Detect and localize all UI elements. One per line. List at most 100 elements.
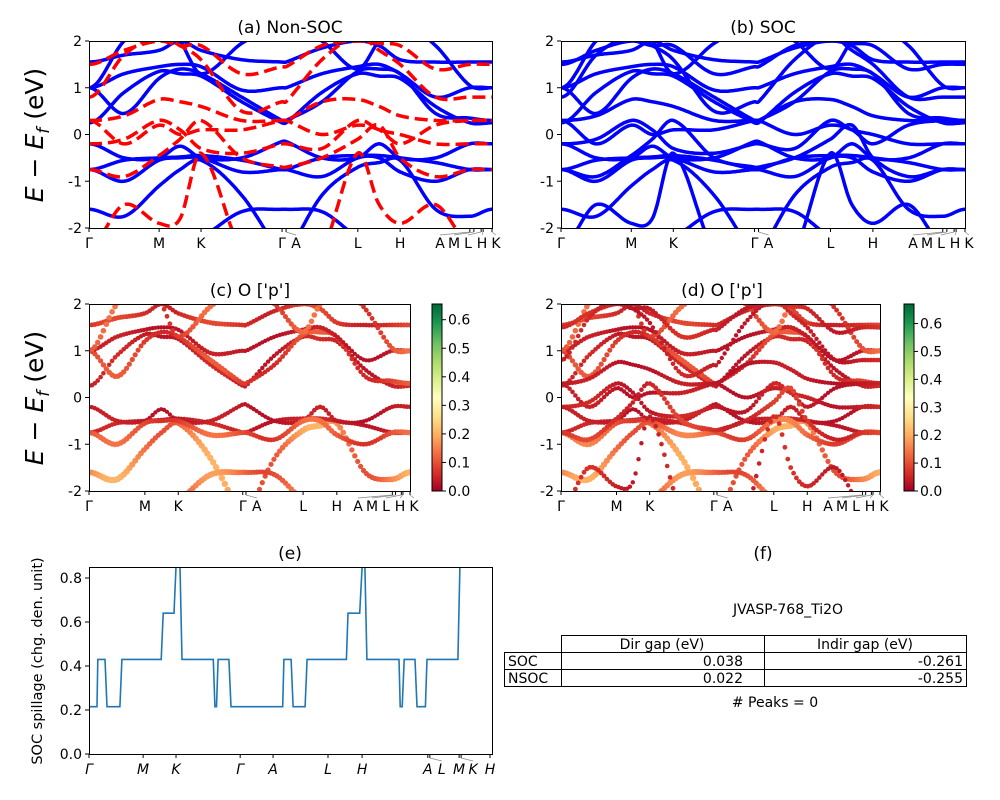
band-point: [765, 427, 770, 432]
band-point: [877, 430, 880, 436]
band-point: [627, 387, 633, 393]
band-point: [699, 493, 705, 499]
band-point: [823, 393, 828, 398]
band-point: [274, 452, 280, 458]
band-point: [831, 365, 836, 371]
band-point: [843, 477, 848, 483]
y-tick-label: 0: [73, 391, 82, 407]
band-point: [647, 414, 653, 419]
band-point: [730, 480, 736, 486]
x-tick-label: L: [354, 236, 362, 252]
x-tick-label: A: [353, 499, 363, 515]
band-point: [762, 388, 768, 394]
y-tick-label: 2: [73, 297, 82, 313]
band-point: [820, 395, 825, 400]
band-point: [584, 304, 590, 310]
x-tick-label: L: [464, 236, 472, 252]
band-point: [826, 298, 831, 303]
x-tick-leader: [926, 231, 947, 236]
band-point: [263, 362, 268, 367]
x-tick-label: A: [267, 762, 278, 778]
band-point: [406, 469, 410, 476]
band-point: [665, 341, 670, 346]
band-point: [573, 393, 578, 398]
band-point: [817, 316, 822, 322]
band-point: [739, 324, 745, 330]
band-point: [877, 381, 880, 386]
band-point: [280, 310, 286, 316]
band-point: [308, 318, 315, 325]
band-point: [611, 298, 615, 302]
band-point: [692, 480, 700, 487]
band-point: [776, 324, 782, 330]
band-point: [572, 327, 579, 334]
x-tick-label: H: [332, 499, 343, 515]
band-point: [578, 362, 584, 368]
band-point: [221, 480, 228, 487]
band-point: [736, 359, 742, 364]
band-point: [150, 412, 155, 418]
band-line: [561, 118, 965, 146]
x-tick-label: Γ: [710, 499, 718, 515]
band-point: [341, 340, 346, 345]
band-point: [337, 424, 344, 431]
band-line: [561, 118, 965, 156]
band-point: [112, 304, 118, 310]
band-point: [753, 473, 759, 479]
band-point: [630, 480, 635, 485]
band-point: [381, 334, 387, 340]
band-point: [817, 475, 822, 480]
band-point: [744, 452, 751, 458]
band-point: [731, 337, 736, 342]
band-point: [639, 400, 644, 406]
band-point: [190, 338, 196, 344]
colorbar-tick-label: 0.1: [448, 455, 470, 471]
band-point: [265, 359, 271, 364]
band-point: [578, 474, 584, 480]
band-line: [576, 150, 931, 228]
band-point: [126, 361, 132, 367]
table-caption: JVASP-768_Ti2O: [732, 602, 843, 618]
band-point: [283, 314, 288, 320]
colorbar-tick-label: 0.6: [448, 313, 470, 329]
band-point: [294, 492, 300, 498]
band-point: [825, 390, 831, 395]
gap-table: [504, 635, 967, 687]
x-tick-label: H: [485, 762, 496, 778]
band-point: [811, 311, 816, 316]
band-point: [277, 357, 283, 363]
band-point: [346, 351, 352, 357]
band-point: [728, 371, 733, 376]
x-tick-label: A: [435, 236, 445, 252]
band-point: [877, 357, 880, 363]
band-point: [656, 432, 661, 437]
band-point: [814, 336, 819, 341]
band-point: [100, 362, 107, 368]
colorbar-tick-label: 0.4: [920, 372, 942, 388]
band-point: [598, 361, 604, 367]
band-point: [736, 328, 742, 334]
band-point: [633, 325, 638, 330]
band-point: [570, 389, 575, 395]
band-point: [636, 457, 641, 462]
ylabel-sub: f: [34, 388, 54, 397]
y-tick-label: 0.2: [60, 703, 82, 719]
band-point: [831, 304, 837, 310]
colorbar-tick-label: 0.6: [920, 317, 942, 333]
band-point: [822, 322, 828, 328]
panel-a-plot-area: [89, 41, 492, 228]
band-point: [825, 365, 831, 371]
y-tick-label: -1: [540, 437, 554, 453]
y-tick-label: 1: [545, 81, 554, 97]
band-point: [851, 334, 857, 340]
band-point: [406, 348, 410, 354]
y-tick-label: 2: [545, 297, 554, 313]
band-point: [768, 419, 773, 424]
band-point: [773, 414, 779, 420]
band-point: [756, 461, 762, 466]
band-point: [877, 404, 880, 410]
band-point: [773, 328, 780, 334]
band-point: [774, 297, 779, 302]
band-point: [260, 365, 265, 371]
band-point: [788, 465, 794, 470]
